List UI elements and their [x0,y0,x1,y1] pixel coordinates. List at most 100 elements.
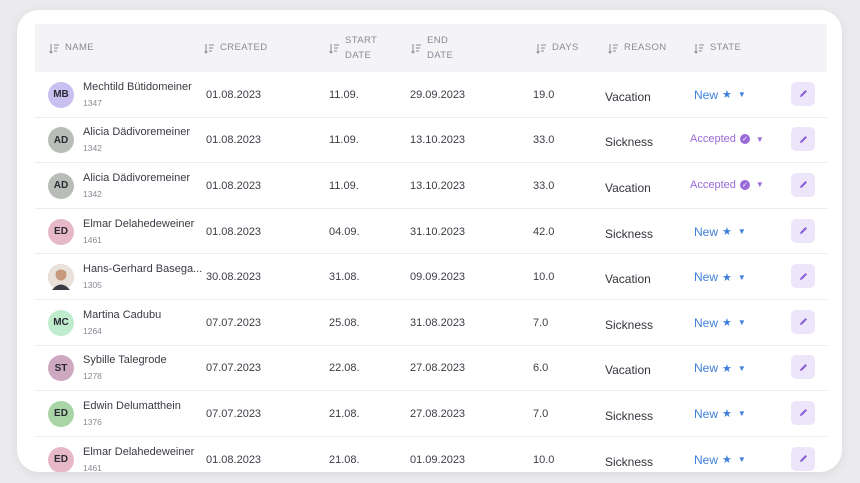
edit-button[interactable] [791,400,815,425]
table-row[interactable]: AD Alicia Dädivoremeiner 1342 01.08.2023 11.… [35,118,827,164]
star-icon: ★ [722,408,732,421]
column-label: STATE [710,42,742,53]
edit-button[interactable] [791,264,815,289]
state-label: New [694,361,719,376]
pencil-icon [799,181,807,189]
state-label: New [694,315,719,330]
column-header-reason[interactable]: REASON [608,24,667,72]
check-circle-icon: ✓ [739,134,750,145]
column-label: START [345,35,378,46]
state-dropdown[interactable]: Accepted ✓ ▼ [690,179,764,191]
table-row[interactable]: AD Alicia Dädivoremeiner 1342 01.08.2023 11.… [35,163,827,209]
created-date: 07.07.2023 [206,362,262,375]
reason-label: Sickness [605,226,654,241]
edit-button[interactable] [791,218,815,243]
edit-button[interactable] [791,355,815,380]
pencil-icon [799,455,807,463]
caret-down-icon: ▼ [737,227,746,237]
table-row[interactable]: MB Mechtild Bütidomeiner 1347 01.08.2023 11.… [35,72,827,118]
column-header-name[interactable]: NAME [49,24,94,72]
state-dropdown[interactable]: Accepted ✓ ▼ [690,133,764,145]
start-date: 04.09. [329,225,360,238]
caret-down-icon: ▼ [737,272,746,282]
column-header-start-date[interactable]: START DATE [329,24,377,72]
created-date: 01.08.2023 [206,88,262,101]
employee-name: Hans-Gerhard Basega... [83,263,203,276]
column-header-state[interactable]: STATE [694,24,741,72]
state-dropdown[interactable]: New ★ ▼ [694,316,746,330]
edit-button[interactable] [791,309,815,334]
state-label: Accepted [690,178,736,191]
avatar: ED [48,446,74,472]
end-date: 27.08.2023 [410,362,466,375]
created-date: 01.08.2023 [206,179,262,192]
pencil-icon [799,409,807,417]
absence-table-card: NAME CREATED START DATE END DATE DAYS REAS… [17,10,842,472]
state-dropdown[interactable]: New ★ ▼ [694,225,746,239]
end-date: 09.09.2023 [410,271,466,284]
employee-name: Edwin Delumatthein [83,399,181,412]
state-dropdown[interactable]: New ★ ▼ [694,361,746,375]
table-row[interactable]: ED Elmar Delahedeweiner 1461 01.08.2023 21.0… [35,437,827,472]
table-row[interactable]: ED Elmar Delahedeweiner 1461 01.08.2023 04.0… [35,209,827,255]
avatar: AD [48,127,74,154]
days-count: 7.0 [533,316,549,329]
state-dropdown[interactable]: New ★ ▼ [694,88,746,102]
pencil-icon [799,363,807,371]
pencil-icon [799,318,807,326]
reason-label: Sickness [605,135,654,150]
caret-down-icon: ▼ [737,318,746,328]
start-date: 11.09. [329,88,359,101]
days-count: 19.0 [533,88,555,101]
caret-down-icon: ▼ [737,363,746,373]
edit-button[interactable] [791,81,815,106]
end-date: 13.10.2023 [410,134,466,147]
table-row[interactable]: Hans-Gerhard Basega... 1305 30.08.2023 31.0… [35,254,827,300]
employee-name: Alicia Dädivoremeiner [83,171,190,184]
employee-id: 1264 [83,325,102,336]
state-label: Accepted [690,133,736,146]
days-count: 10.0 [533,453,555,466]
start-date: 22.08. [329,362,360,375]
table-row[interactable]: MC Martina Cadubu 1264 07.07.2023 25.08. 31.0… [35,300,827,346]
end-date: 01.09.2023 [410,453,466,466]
avatar: AD [48,172,74,199]
column-label: END [427,35,449,46]
column-label: NAME [65,42,95,53]
employee-id: 1305 [83,280,102,291]
days-count: 33.0 [533,134,555,147]
state-dropdown[interactable]: New ★ ▼ [694,453,746,467]
pencil-icon [799,272,807,280]
end-date: 27.08.2023 [410,407,466,420]
state-label: New [694,224,719,239]
column-header-days[interactable]: DAYS [536,24,579,72]
created-date: 01.08.2023 [206,453,262,466]
state-dropdown[interactable]: New ★ ▼ [694,407,746,421]
column-header-created[interactable]: CREATED [204,24,268,72]
caret-down-icon: ▼ [755,180,764,190]
avatar: MC [48,309,74,336]
sort-icon [204,43,214,54]
days-count: 33.0 [533,179,555,192]
employee-name: Elmar Delahedeweiner [83,217,195,230]
star-icon: ★ [722,362,732,375]
created-date: 01.08.2023 [206,134,262,147]
column-label: DAYS [552,42,579,53]
state-label: New [694,87,719,102]
star-icon: ★ [722,226,732,239]
table-row[interactable]: ED Edwin Delumatthein 1376 07.07.2023 21.08.… [35,391,827,437]
edit-button[interactable] [791,446,815,471]
column-header-end-date[interactable]: END DATE [411,24,453,72]
employee-name: Mechtild Bütidomeiner [83,80,192,93]
state-dropdown[interactable]: New ★ ▼ [694,270,746,284]
employee-id: 1342 [83,188,102,199]
avatar-photo [48,264,74,291]
employee-id: 1347 [83,97,102,108]
edit-button[interactable] [791,127,815,152]
table-row[interactable]: ST Sybille Talegrode 1278 07.07.2023 22.08. 2… [35,346,827,392]
avatar [48,264,74,291]
caret-down-icon: ▼ [737,455,746,465]
sort-icon [694,43,704,54]
edit-button[interactable] [791,172,815,197]
employee-name: Sybille Talegrode [83,354,167,367]
